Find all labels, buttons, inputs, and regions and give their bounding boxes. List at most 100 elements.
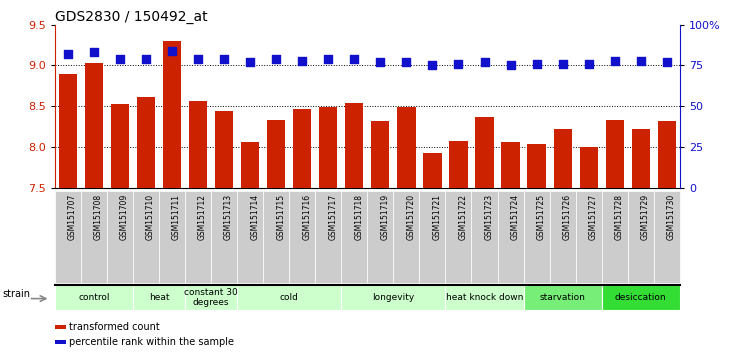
Bar	[523, 191, 550, 283]
Point	[557, 61, 569, 67]
Bar	[215, 111, 233, 188]
Bar	[445, 285, 523, 310]
Bar	[211, 191, 237, 283]
Bar	[423, 153, 442, 188]
Text: percentile rank within the sample: percentile rank within the sample	[69, 337, 234, 347]
Bar	[575, 191, 602, 283]
Bar	[85, 63, 103, 188]
Bar	[550, 191, 576, 283]
Point	[244, 59, 256, 65]
Bar	[133, 285, 185, 310]
Text: GSM151724: GSM151724	[510, 194, 520, 240]
Point	[479, 59, 491, 65]
Bar	[58, 74, 77, 188]
Bar	[341, 191, 367, 283]
Bar	[237, 285, 341, 310]
Point	[427, 63, 439, 68]
Text: GSM151730: GSM151730	[667, 194, 675, 240]
Bar	[602, 285, 680, 310]
Bar	[55, 285, 133, 310]
Text: GSM151716: GSM151716	[302, 194, 311, 240]
Text: GSM151723: GSM151723	[485, 194, 493, 240]
Bar	[602, 191, 628, 283]
Point	[166, 48, 178, 54]
Text: GDS2830 / 150492_at: GDS2830 / 150492_at	[55, 10, 208, 24]
Point	[114, 56, 126, 62]
Point	[270, 56, 282, 62]
Bar	[553, 129, 572, 188]
Point	[192, 56, 204, 62]
Bar	[445, 191, 471, 283]
Text: GSM151729: GSM151729	[641, 194, 650, 240]
Bar	[241, 142, 260, 188]
Bar	[498, 191, 523, 283]
Point	[349, 56, 360, 62]
Bar	[528, 144, 546, 188]
Bar	[133, 191, 159, 283]
Point	[62, 51, 74, 57]
Text: control: control	[78, 293, 110, 302]
Text: GSM151709: GSM151709	[120, 194, 129, 240]
Point	[322, 56, 334, 62]
Text: GSM151713: GSM151713	[224, 194, 233, 240]
Text: GSM151719: GSM151719	[380, 194, 390, 240]
Bar	[267, 120, 285, 188]
Bar	[55, 325, 66, 329]
Point	[452, 61, 464, 67]
Point	[504, 63, 516, 68]
Point	[219, 56, 230, 62]
Bar	[237, 191, 263, 283]
Bar	[107, 191, 133, 283]
Bar	[55, 191, 81, 283]
Bar	[628, 191, 654, 283]
Bar	[293, 109, 311, 188]
Text: starvation: starvation	[539, 293, 586, 302]
Text: GSM151726: GSM151726	[563, 194, 572, 240]
Text: GSM151720: GSM151720	[406, 194, 415, 240]
Point	[531, 61, 542, 67]
Bar	[501, 142, 520, 188]
Bar	[263, 191, 289, 283]
Text: GSM151721: GSM151721	[433, 194, 442, 240]
Bar	[345, 103, 363, 188]
Text: GSM151708: GSM151708	[94, 194, 103, 240]
Point	[661, 59, 673, 65]
Text: cold: cold	[280, 293, 299, 302]
Bar	[185, 285, 237, 310]
Text: transformed count: transformed count	[69, 322, 159, 332]
Text: GSM151722: GSM151722	[458, 194, 467, 240]
Bar	[397, 107, 415, 188]
Text: GSM151727: GSM151727	[588, 194, 598, 240]
Text: GSM151707: GSM151707	[68, 194, 77, 240]
Text: heat knock down: heat knock down	[446, 293, 523, 302]
Text: constant 30
degrees: constant 30 degrees	[184, 288, 238, 307]
Bar	[471, 191, 498, 283]
Bar	[632, 129, 650, 188]
Point	[609, 58, 621, 63]
Text: heat: heat	[148, 293, 170, 302]
Text: GSM151718: GSM151718	[355, 194, 363, 240]
Point	[635, 58, 647, 63]
Bar	[371, 121, 390, 188]
Bar	[580, 147, 598, 188]
Text: GSM151728: GSM151728	[615, 194, 624, 240]
Point	[583, 61, 594, 67]
Text: GSM151715: GSM151715	[276, 194, 285, 240]
Bar	[654, 191, 680, 283]
Text: GSM151725: GSM151725	[537, 194, 545, 240]
Bar	[289, 191, 315, 283]
Bar	[523, 285, 602, 310]
Bar	[605, 120, 624, 188]
Text: strain: strain	[3, 289, 31, 299]
Text: GSM151712: GSM151712	[198, 194, 207, 240]
Bar	[393, 191, 420, 283]
Point	[401, 59, 412, 65]
Bar	[367, 191, 393, 283]
Bar	[137, 97, 155, 188]
Point	[296, 58, 308, 63]
Text: desiccation: desiccation	[615, 293, 667, 302]
Bar	[159, 191, 185, 283]
Bar	[420, 191, 445, 283]
Bar	[315, 191, 341, 283]
Point	[140, 56, 152, 62]
